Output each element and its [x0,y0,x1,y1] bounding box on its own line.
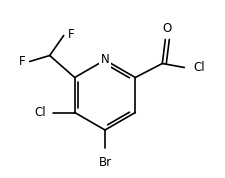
Text: Cl: Cl [192,61,204,74]
Text: O: O [162,22,171,35]
Text: Cl: Cl [34,106,45,119]
Text: F: F [68,28,74,41]
Text: F: F [19,55,26,68]
Text: N: N [100,54,109,67]
Text: Br: Br [98,156,111,169]
